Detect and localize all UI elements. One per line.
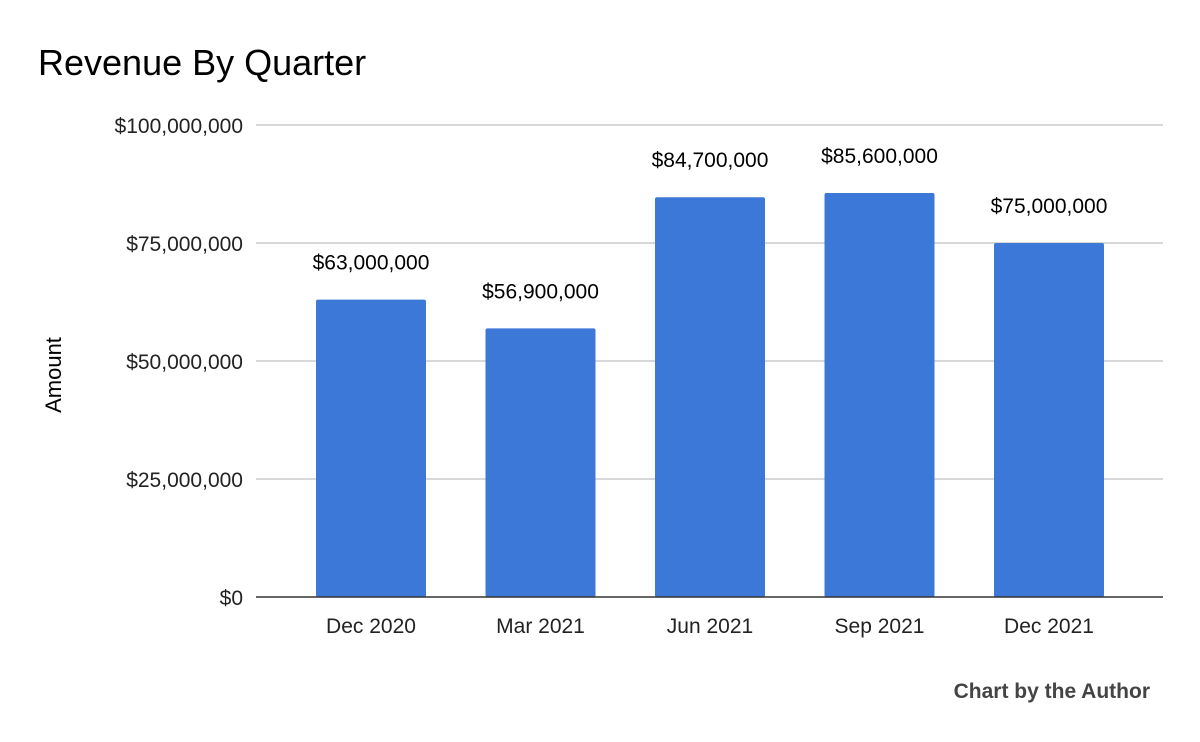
x-tick-label: Jun 2021 — [667, 615, 753, 638]
bar — [655, 197, 765, 597]
x-tick-label: Mar 2021 — [496, 615, 585, 638]
y-tick-label: $100,000,000 — [115, 115, 243, 138]
data-label: $85,600,000 — [821, 145, 938, 168]
y-tick-label: $75,000,000 — [126, 233, 243, 256]
y-axis-ticks: $0 $25,000,000 $50,000,000 $75,000,000 $100,… — [115, 115, 243, 610]
bar — [316, 299, 426, 597]
y-tick-label: $25,000,000 — [126, 469, 243, 492]
bars — [316, 192, 1104, 597]
bar — [824, 192, 935, 597]
x-axis-ticks: Dec 2020 Mar 2021 Jun 2021 Sep 2021 Dec 2021 — [326, 615, 1094, 638]
x-tick-label: Dec 2020 — [326, 615, 416, 638]
chart-credit: Chart by the Author — [954, 680, 1150, 703]
data-label: $75,000,000 — [991, 195, 1108, 218]
y-tick-label: $0 — [220, 587, 243, 610]
bar — [485, 328, 596, 597]
data-label: $84,700,000 — [652, 149, 769, 172]
x-tick-label: Sep 2021 — [835, 615, 925, 638]
x-tick-label: Dec 2021 — [1004, 615, 1094, 638]
chart-title: Revenue By Quarter — [38, 42, 366, 83]
y-tick-label: $50,000,000 — [126, 351, 243, 374]
y-axis-label: Amount — [41, 337, 66, 413]
data-labels: $63,000,000 $56,900,000 $84,700,000 $85,600… — [313, 145, 1108, 303]
bar — [994, 243, 1104, 597]
data-label: $56,900,000 — [482, 280, 599, 303]
data-label: $63,000,000 — [313, 252, 430, 275]
